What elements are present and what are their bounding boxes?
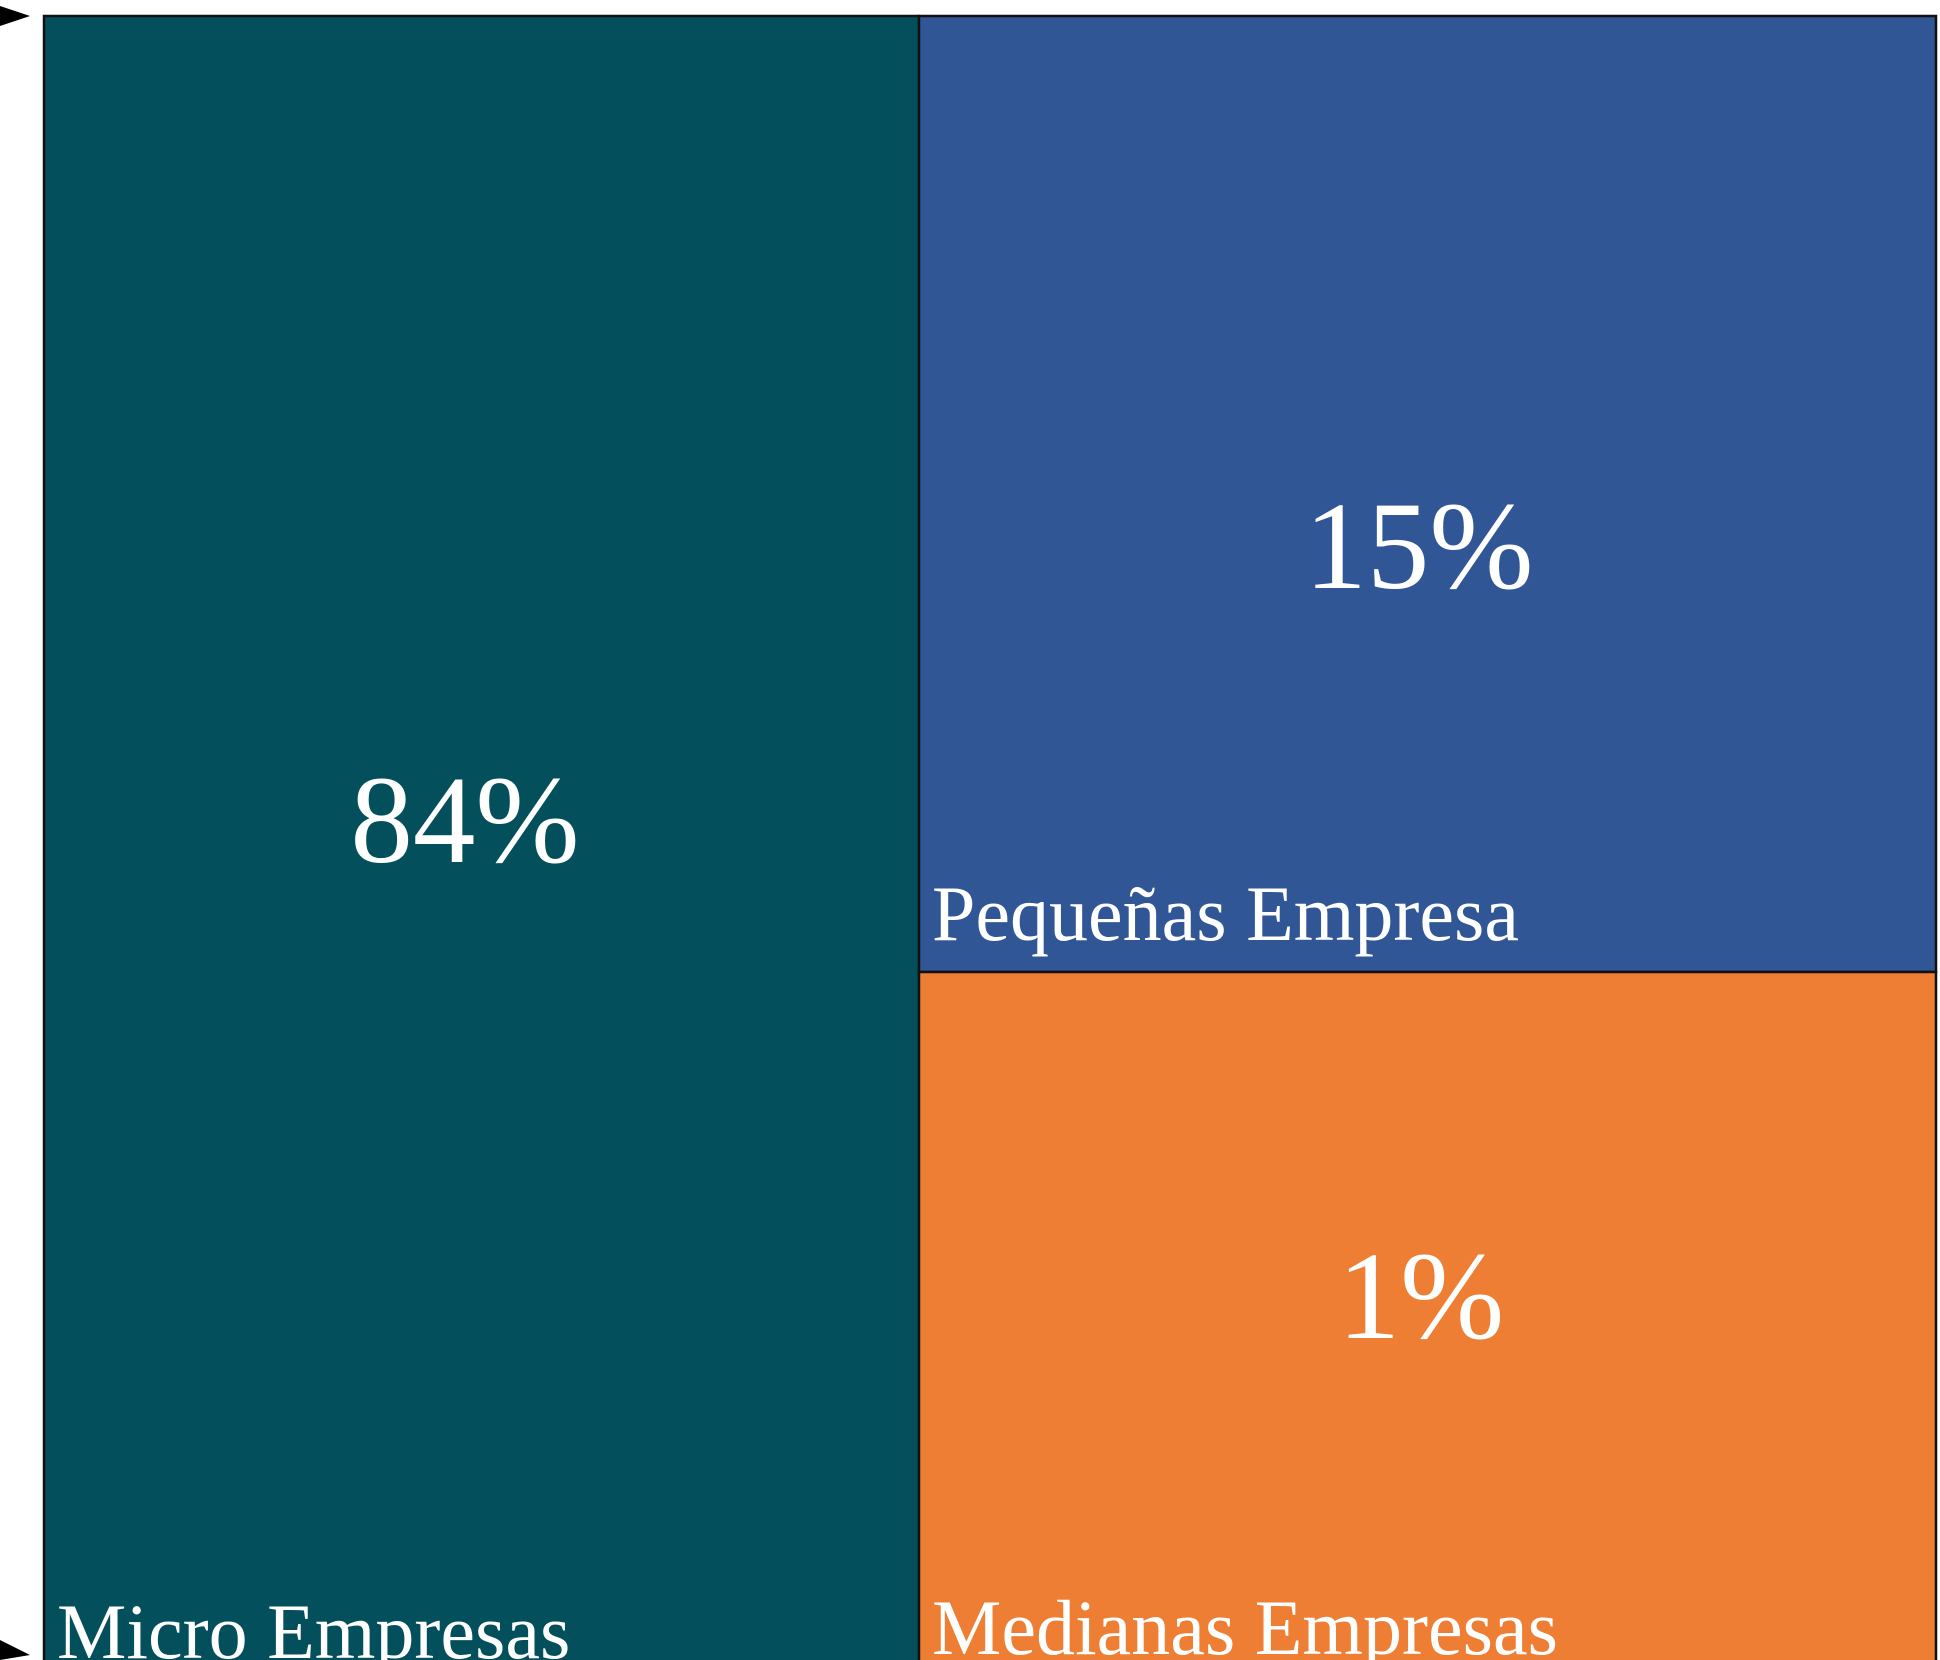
value-label: 84% bbox=[350, 752, 579, 890]
category-label: Medianas Empresas bbox=[932, 1584, 1558, 1660]
tile bbox=[917, 14, 1938, 974]
value-label: 15% bbox=[1304, 478, 1533, 616]
axis-arrow bbox=[0, 6, 30, 26]
value-label: 1% bbox=[1338, 1228, 1505, 1366]
category-label: Pequeñas Empresa bbox=[932, 870, 1519, 957]
tile bbox=[42, 14, 921, 1660]
tile bbox=[917, 970, 1938, 1660]
category-label: Micro Empresas bbox=[57, 1588, 570, 1660]
axis-arrow bbox=[0, 1640, 30, 1660]
